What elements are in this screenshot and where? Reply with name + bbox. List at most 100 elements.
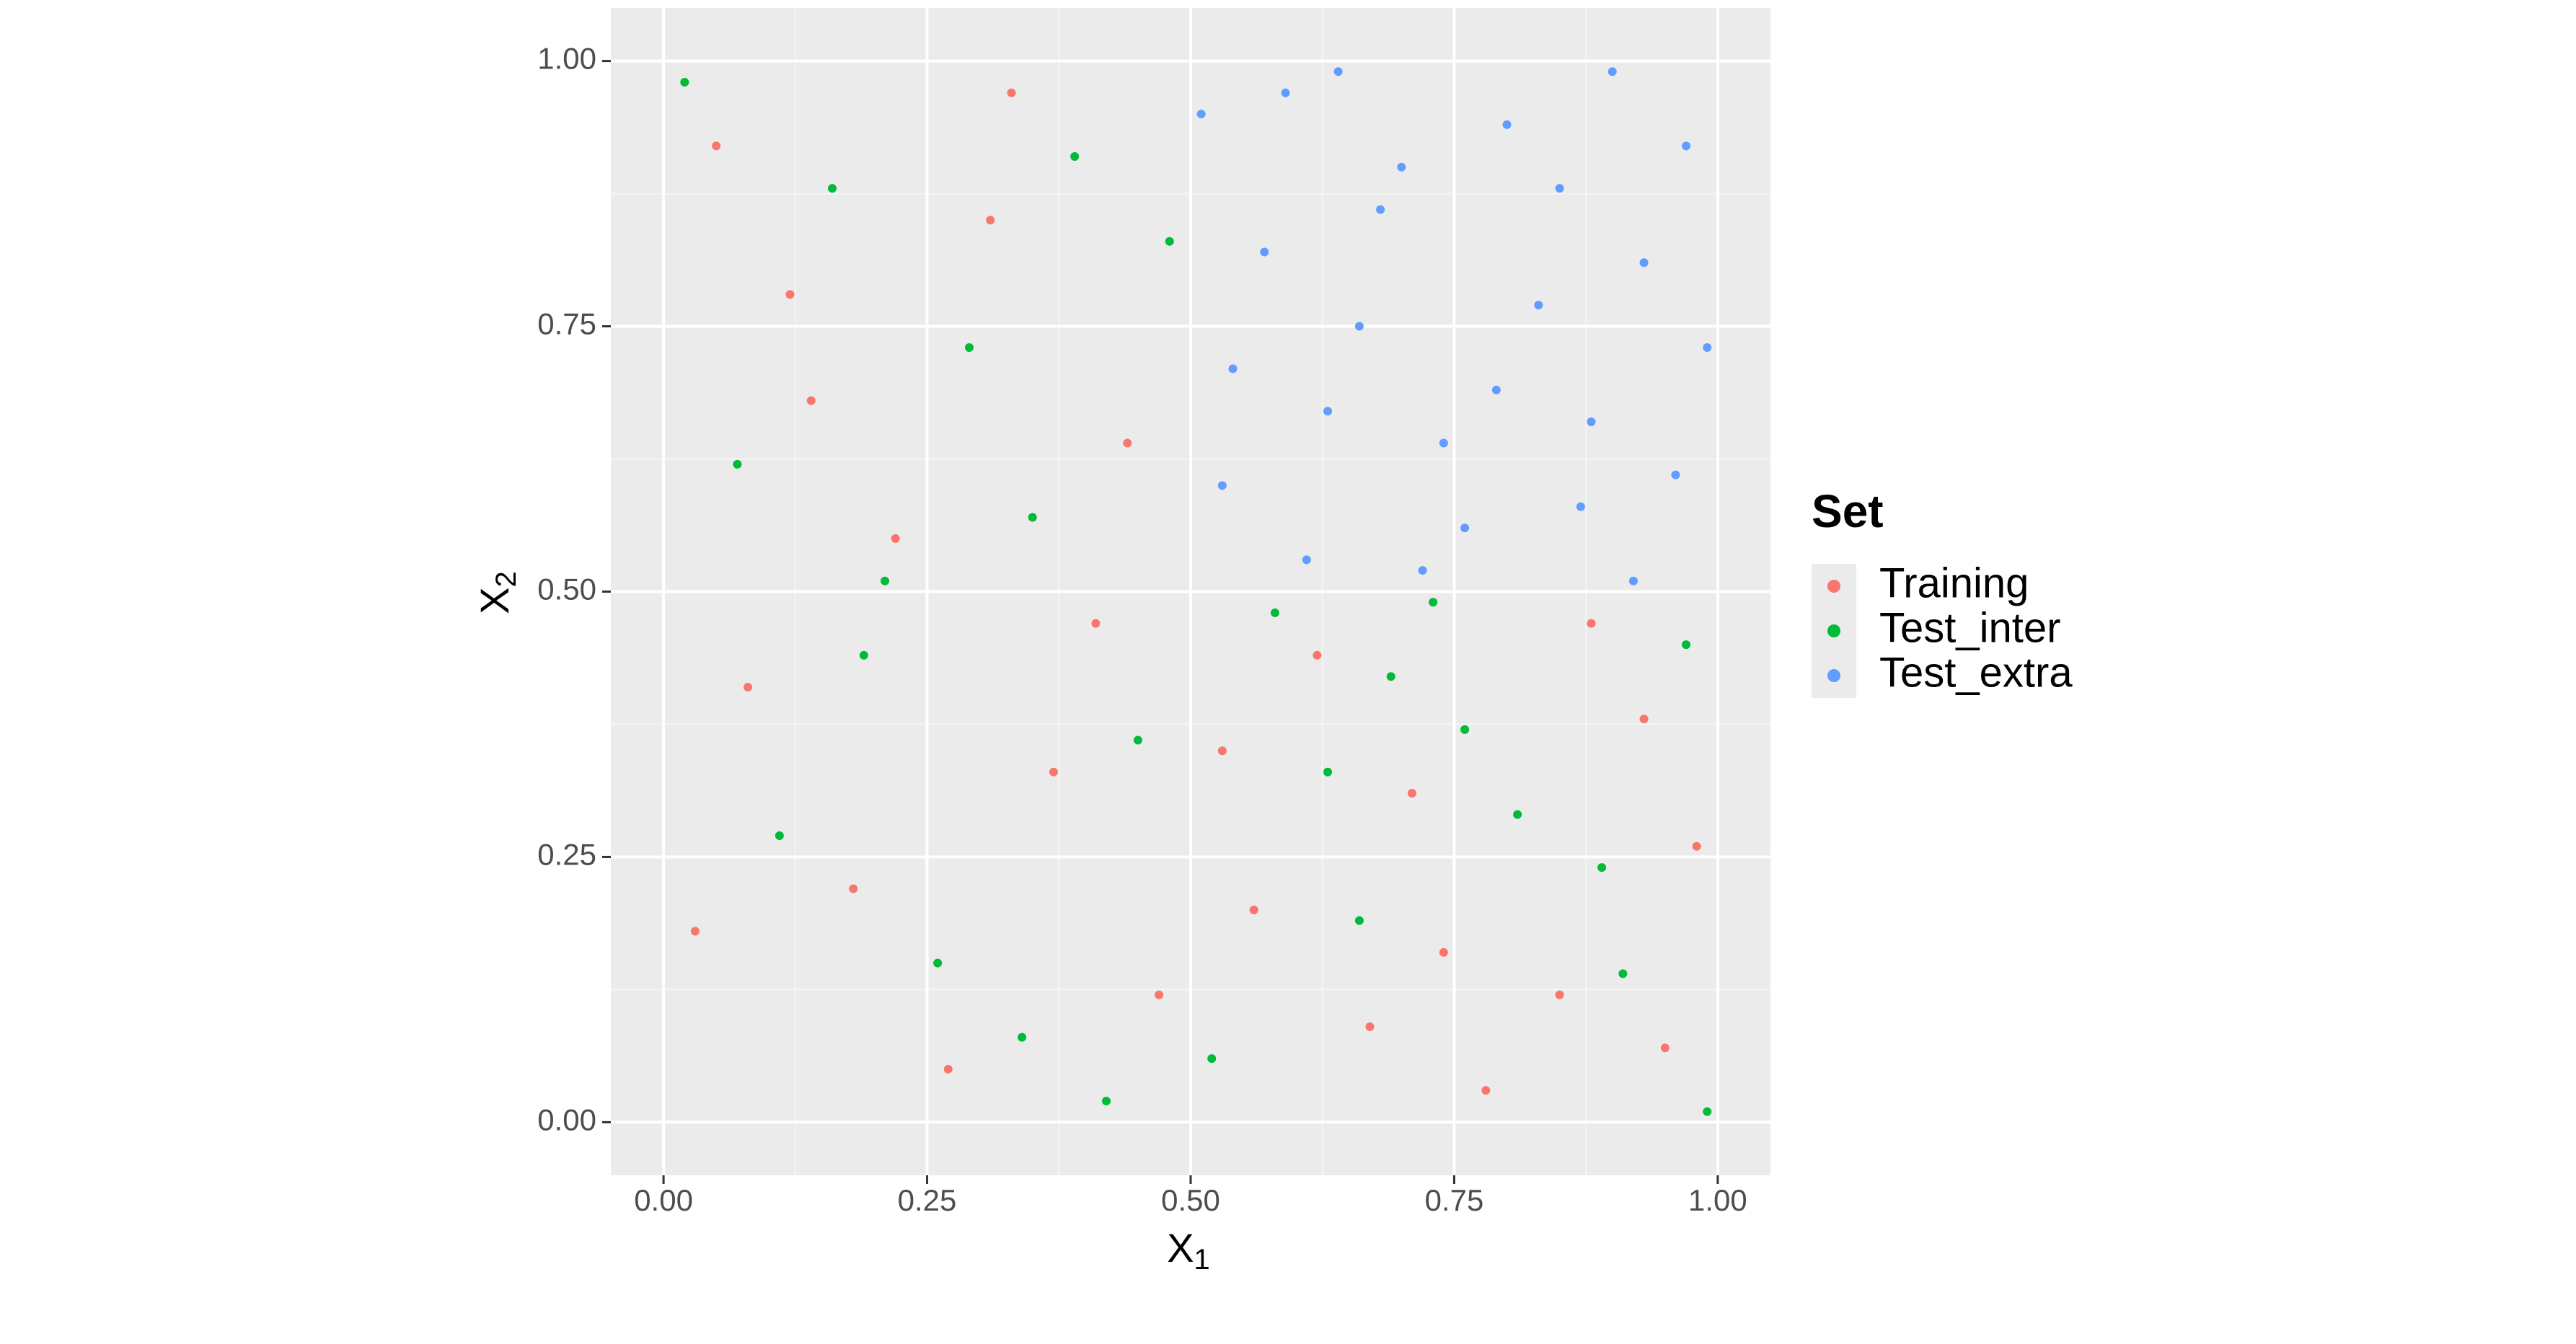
point [1587,619,1596,628]
x-tick-label: 0.25 [898,1183,957,1217]
grid [611,8,1770,1175]
x-tick-label: 0.00 [634,1183,693,1217]
point [712,141,721,151]
point [1386,672,1395,681]
point [1555,184,1564,193]
point [1597,863,1607,872]
x-tick-label: 0.50 [1161,1183,1220,1217]
y-tick-label: 0.50 [537,572,596,606]
point [785,290,795,299]
legend-label: Training [1879,560,2029,606]
point [1692,841,1701,851]
point [1418,566,1427,575]
x-axis-title: X1 [1167,1225,1210,1276]
point [1070,152,1080,162]
point [827,184,837,193]
point [1249,906,1258,915]
point [1102,1096,1111,1105]
point [1439,438,1448,448]
point [1217,481,1227,490]
x-tick-label: 1.00 [1688,1183,1747,1217]
point [1397,162,1406,172]
point [1323,407,1333,416]
point [1429,598,1438,607]
point [849,884,858,893]
point [1281,88,1290,97]
point [986,216,995,225]
point [1302,555,1311,565]
point [1407,789,1416,798]
point [1333,67,1343,76]
points [680,67,1712,1116]
axes: 0.00 0.25 0.50 0.75 1.00 0.00 0.25 0.50 0.75 1.00 [537,42,1747,1217]
point [1196,110,1206,119]
x-tick-label: 0.75 [1425,1183,1484,1217]
point [1018,1033,1027,1042]
point [1007,88,1016,97]
legend-label: Test_inter [1879,604,2060,651]
y-tick-label: 0.25 [537,838,596,872]
point [1555,990,1564,999]
point [806,396,816,405]
point [1682,141,1691,151]
legend-label: Test_extra [1879,649,2073,696]
point [1671,470,1680,479]
point [1228,364,1238,373]
point [1270,608,1279,617]
point [1439,947,1448,957]
point [1354,916,1364,925]
y-axis-title: X2 [472,571,522,614]
point [965,342,974,352]
point [1354,322,1364,331]
point [859,650,868,660]
point [1217,746,1227,756]
legend-marker [1827,669,1840,682]
y-axis-title-sub: 2 [490,571,522,587]
point [1628,576,1638,585]
point [1481,1086,1491,1095]
legend-marker [1827,580,1840,593]
point [1460,725,1470,734]
point [1260,247,1269,257]
point [1502,120,1512,129]
point [1049,767,1058,777]
point [1123,438,1132,448]
point [1703,1107,1712,1116]
point [1376,205,1385,214]
x-axis-title-main: X [1167,1225,1194,1270]
point [1323,767,1333,777]
point [943,1064,953,1074]
point [1703,342,1712,352]
point [690,927,700,936]
y-tick-label: 1.00 [537,42,596,76]
point [1491,385,1501,394]
point [1460,523,1470,533]
point [1028,513,1037,522]
y-tick-label: 0.00 [537,1103,596,1137]
point [733,459,742,469]
point [891,534,900,543]
point [1587,417,1596,427]
point [1660,1043,1669,1053]
x-axis-title-sub: 1 [1194,1244,1210,1276]
point [1513,810,1522,819]
point [1682,640,1691,650]
legend-title: Set [1812,485,1884,537]
point [1607,67,1617,76]
y-tick-label: 0.75 [537,307,596,341]
point [1133,735,1142,745]
point [1155,990,1164,999]
point [1639,715,1649,724]
point [1639,258,1649,268]
point [744,682,753,691]
legend-marker [1827,624,1840,637]
point [1207,1054,1217,1064]
point [1165,236,1174,246]
point [1618,969,1628,978]
point [1091,619,1100,628]
y-axis-title-main: X [472,587,517,614]
point [1365,1022,1375,1031]
point [775,831,784,841]
